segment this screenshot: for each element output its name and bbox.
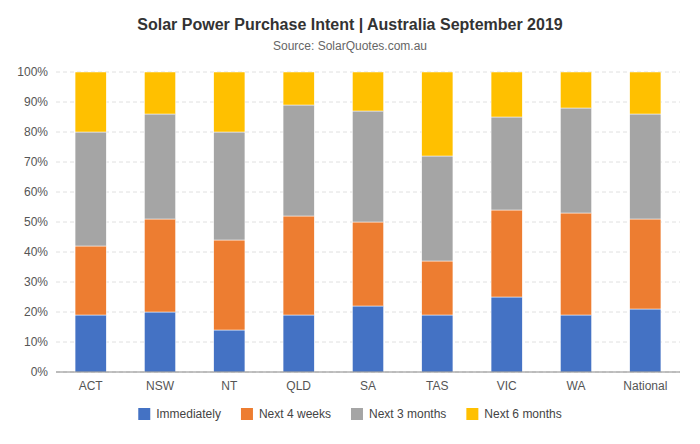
bar-segment — [422, 156, 453, 261]
bar-segment — [630, 309, 661, 372]
legend-item: Next 6 months — [466, 407, 561, 421]
legend-label: Next 6 months — [484, 407, 561, 421]
bar-segment — [422, 261, 453, 315]
x-axis-line — [56, 372, 680, 373]
bar-segment — [283, 72, 314, 105]
bar-segment — [352, 306, 383, 372]
chart-container: Solar Power Purchase Intent | Australia … — [0, 0, 700, 444]
bar-segment — [352, 111, 383, 222]
y-tick-label: 20% — [24, 305, 48, 319]
bar-segment — [560, 213, 591, 315]
y-tick-label: 10% — [24, 335, 48, 349]
bar-segment — [283, 216, 314, 315]
grid-line — [56, 372, 680, 373]
grid — [56, 72, 680, 372]
x-tick-label: NT — [221, 379, 238, 393]
legend-swatch — [241, 408, 253, 420]
legend-label: Immediately — [156, 407, 221, 421]
legend: Immediately Next 4 weeks Next 3 months Next… — [138, 407, 561, 421]
bar-segment — [491, 117, 522, 210]
bar-segment — [560, 315, 591, 372]
bar-segment — [75, 315, 106, 372]
bar-segment — [214, 132, 245, 240]
y-tick-label: 80% — [24, 125, 48, 139]
bar-segment — [144, 114, 175, 219]
y-tick-label: 40% — [24, 245, 48, 259]
x-tick-label: NSW — [146, 379, 175, 393]
bar-segment — [75, 72, 106, 132]
legend-swatch — [351, 408, 363, 420]
legend-swatch — [138, 408, 150, 420]
legend-label: Next 4 weeks — [259, 407, 331, 421]
y-tick-label: 30% — [24, 275, 48, 289]
bar-segment — [491, 210, 522, 297]
bar-segment — [144, 72, 175, 114]
y-tick-label: 60% — [24, 185, 48, 199]
bar-segment — [352, 222, 383, 306]
y-tick-label: 70% — [24, 155, 48, 169]
chart-svg: Solar Power Purchase Intent | Australia … — [0, 0, 700, 444]
bar-segment — [630, 114, 661, 219]
bar-segment — [422, 72, 453, 156]
x-tick-label: ACT — [79, 379, 104, 393]
bar-segment — [214, 72, 245, 132]
bar-segment — [352, 72, 383, 111]
y-tick-label: 50% — [24, 215, 48, 229]
bar-segment — [560, 108, 591, 213]
x-tick-label: VIC — [497, 379, 517, 393]
legend-label: Next 3 months — [369, 407, 446, 421]
subtitle: Source: SolarQuotes.com.au — [273, 39, 427, 53]
bar-segment — [560, 72, 591, 108]
x-tick-label: QLD — [286, 379, 311, 393]
bar-segment — [214, 330, 245, 372]
bar-segment — [491, 72, 522, 117]
bar-segment — [283, 105, 314, 216]
legend-item: Immediately — [138, 407, 221, 421]
bars — [75, 72, 661, 372]
y-tick-label: 0% — [31, 365, 49, 379]
bar-segment — [144, 312, 175, 372]
legend-item: Next 3 months — [351, 407, 446, 421]
bar-segment — [283, 315, 314, 372]
bar-segment — [630, 219, 661, 309]
x-tick-label: SA — [360, 379, 376, 393]
bar-segment — [422, 315, 453, 372]
bar-segment — [630, 72, 661, 114]
bar-segment — [75, 246, 106, 315]
y-tick-label: 90% — [24, 95, 48, 109]
x-tick-label: National — [623, 379, 667, 393]
legend-swatch — [466, 408, 478, 420]
x-tick-label: TAS — [426, 379, 448, 393]
x-tick-label: WA — [567, 379, 586, 393]
legend-item: Next 4 weeks — [241, 407, 331, 421]
y-tick-label: 100% — [17, 65, 48, 79]
bar-segment — [144, 219, 175, 312]
bar-segment — [491, 297, 522, 372]
bar-segment — [214, 240, 245, 330]
title: Solar Power Purchase Intent | Australia … — [137, 16, 562, 33]
bar-segment — [75, 132, 106, 246]
